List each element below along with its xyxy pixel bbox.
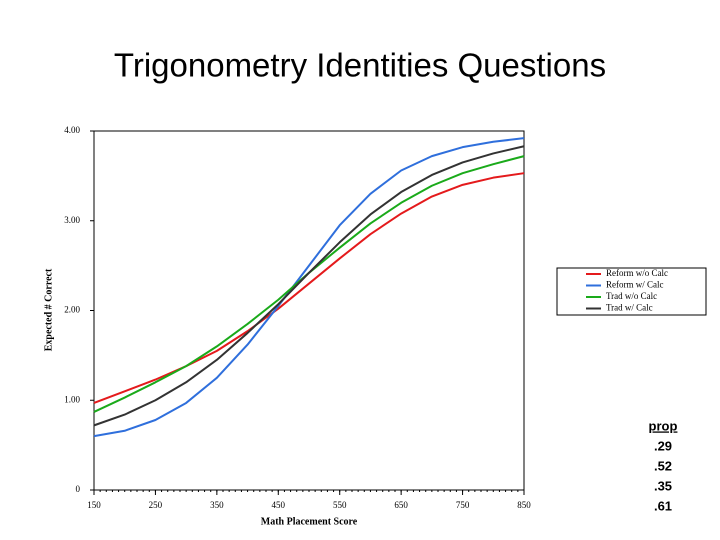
series-line: [93, 137, 525, 438]
prop-value: .29: [654, 438, 672, 453]
x-tick-label: 850: [517, 500, 531, 510]
prop-value: .35: [654, 478, 672, 493]
y-tick-label: 0: [76, 484, 81, 494]
x-tick-label: 550: [333, 500, 347, 510]
x-tick-label: 250: [149, 500, 163, 510]
y-tick-label: 1.00: [64, 394, 80, 404]
y-tick-label: 2.00: [64, 305, 80, 315]
x-axis-title: Math Placement Score: [261, 516, 358, 527]
x-tick-label: 650: [394, 500, 408, 510]
chart-title: Trigonometry Identities Questions: [114, 47, 606, 84]
y-tick-label: 4.00: [64, 125, 80, 135]
x-tick-label: 750: [456, 500, 470, 510]
series-line: [93, 172, 525, 404]
legend-box: [556, 267, 707, 316]
x-tick-label: 450: [272, 500, 286, 510]
prop-value: .52: [654, 458, 672, 473]
legend-label: Reform w/o Calc: [606, 268, 668, 278]
prop-value: .61: [654, 498, 672, 513]
legend-label: Trad w/o Calc: [606, 291, 657, 301]
legend-label: Reform w/ Calc: [606, 280, 664, 290]
y-tick-label: 3.00: [64, 215, 80, 225]
y-axis-title: Expected # Correct: [43, 268, 54, 351]
prop-header: prop: [649, 418, 678, 433]
series-line: [93, 145, 525, 427]
x-tick-label: 150: [87, 500, 101, 510]
x-tick-label: 350: [210, 500, 224, 510]
plot-frame: [93, 130, 525, 491]
legend-label: Trad w/ Calc: [606, 303, 653, 313]
